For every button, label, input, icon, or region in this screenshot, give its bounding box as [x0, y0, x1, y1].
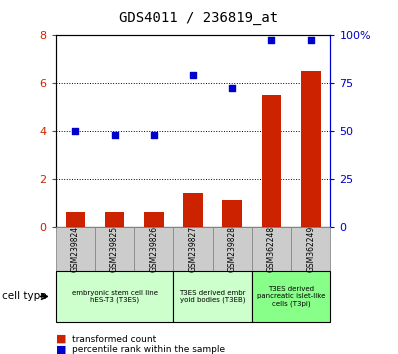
Point	[72, 128, 78, 134]
Bar	[105, 212, 124, 227]
Text: embryonic stem cell line
hES-T3 (T3ES): embryonic stem cell line hES-T3 (T3ES)	[72, 290, 158, 303]
Text: GSM239828: GSM239828	[228, 226, 237, 272]
Point	[190, 72, 196, 78]
Text: cell type: cell type	[2, 291, 47, 302]
Point	[268, 37, 275, 43]
Text: GSM362249: GSM362249	[306, 225, 315, 272]
Text: T3ES derived embr
yoid bodies (T3EB): T3ES derived embr yoid bodies (T3EB)	[179, 290, 246, 303]
Text: ■: ■	[56, 334, 66, 344]
Text: ■: ■	[56, 345, 66, 354]
Point	[308, 37, 314, 43]
Text: GSM239825: GSM239825	[110, 225, 119, 272]
Point	[111, 132, 118, 137]
Text: GSM362248: GSM362248	[267, 225, 276, 272]
Text: GDS4011 / 236819_at: GDS4011 / 236819_at	[119, 11, 279, 25]
Bar	[261, 95, 281, 227]
Text: GSM239824: GSM239824	[71, 225, 80, 272]
Bar	[301, 71, 320, 227]
Bar	[183, 193, 203, 227]
Bar	[66, 212, 85, 227]
Text: GSM239827: GSM239827	[189, 225, 197, 272]
Text: T3ES derived
pancreatic islet-like
cells (T3pi): T3ES derived pancreatic islet-like cells…	[257, 286, 325, 307]
Text: GSM239826: GSM239826	[149, 225, 158, 272]
Bar	[144, 212, 164, 227]
Bar	[222, 200, 242, 227]
Point	[229, 85, 236, 91]
Text: percentile rank within the sample: percentile rank within the sample	[72, 345, 225, 354]
Point	[150, 132, 157, 137]
Text: transformed count: transformed count	[72, 335, 156, 344]
